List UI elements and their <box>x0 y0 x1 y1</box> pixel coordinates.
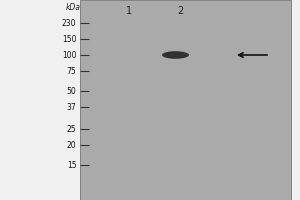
Text: 15: 15 <box>67 160 76 169</box>
Bar <box>80 0 291 200</box>
Text: 75: 75 <box>67 66 76 75</box>
Text: kDa: kDa <box>66 3 81 12</box>
Text: 100: 100 <box>62 50 76 60</box>
Text: 20: 20 <box>67 140 76 149</box>
Text: 150: 150 <box>62 34 76 44</box>
Text: 25: 25 <box>67 124 76 134</box>
Ellipse shape <box>162 51 189 59</box>
Text: 230: 230 <box>62 19 76 27</box>
Text: 2: 2 <box>177 6 183 16</box>
Text: 50: 50 <box>67 87 76 96</box>
Text: 37: 37 <box>67 102 76 112</box>
Text: 1: 1 <box>126 6 132 16</box>
